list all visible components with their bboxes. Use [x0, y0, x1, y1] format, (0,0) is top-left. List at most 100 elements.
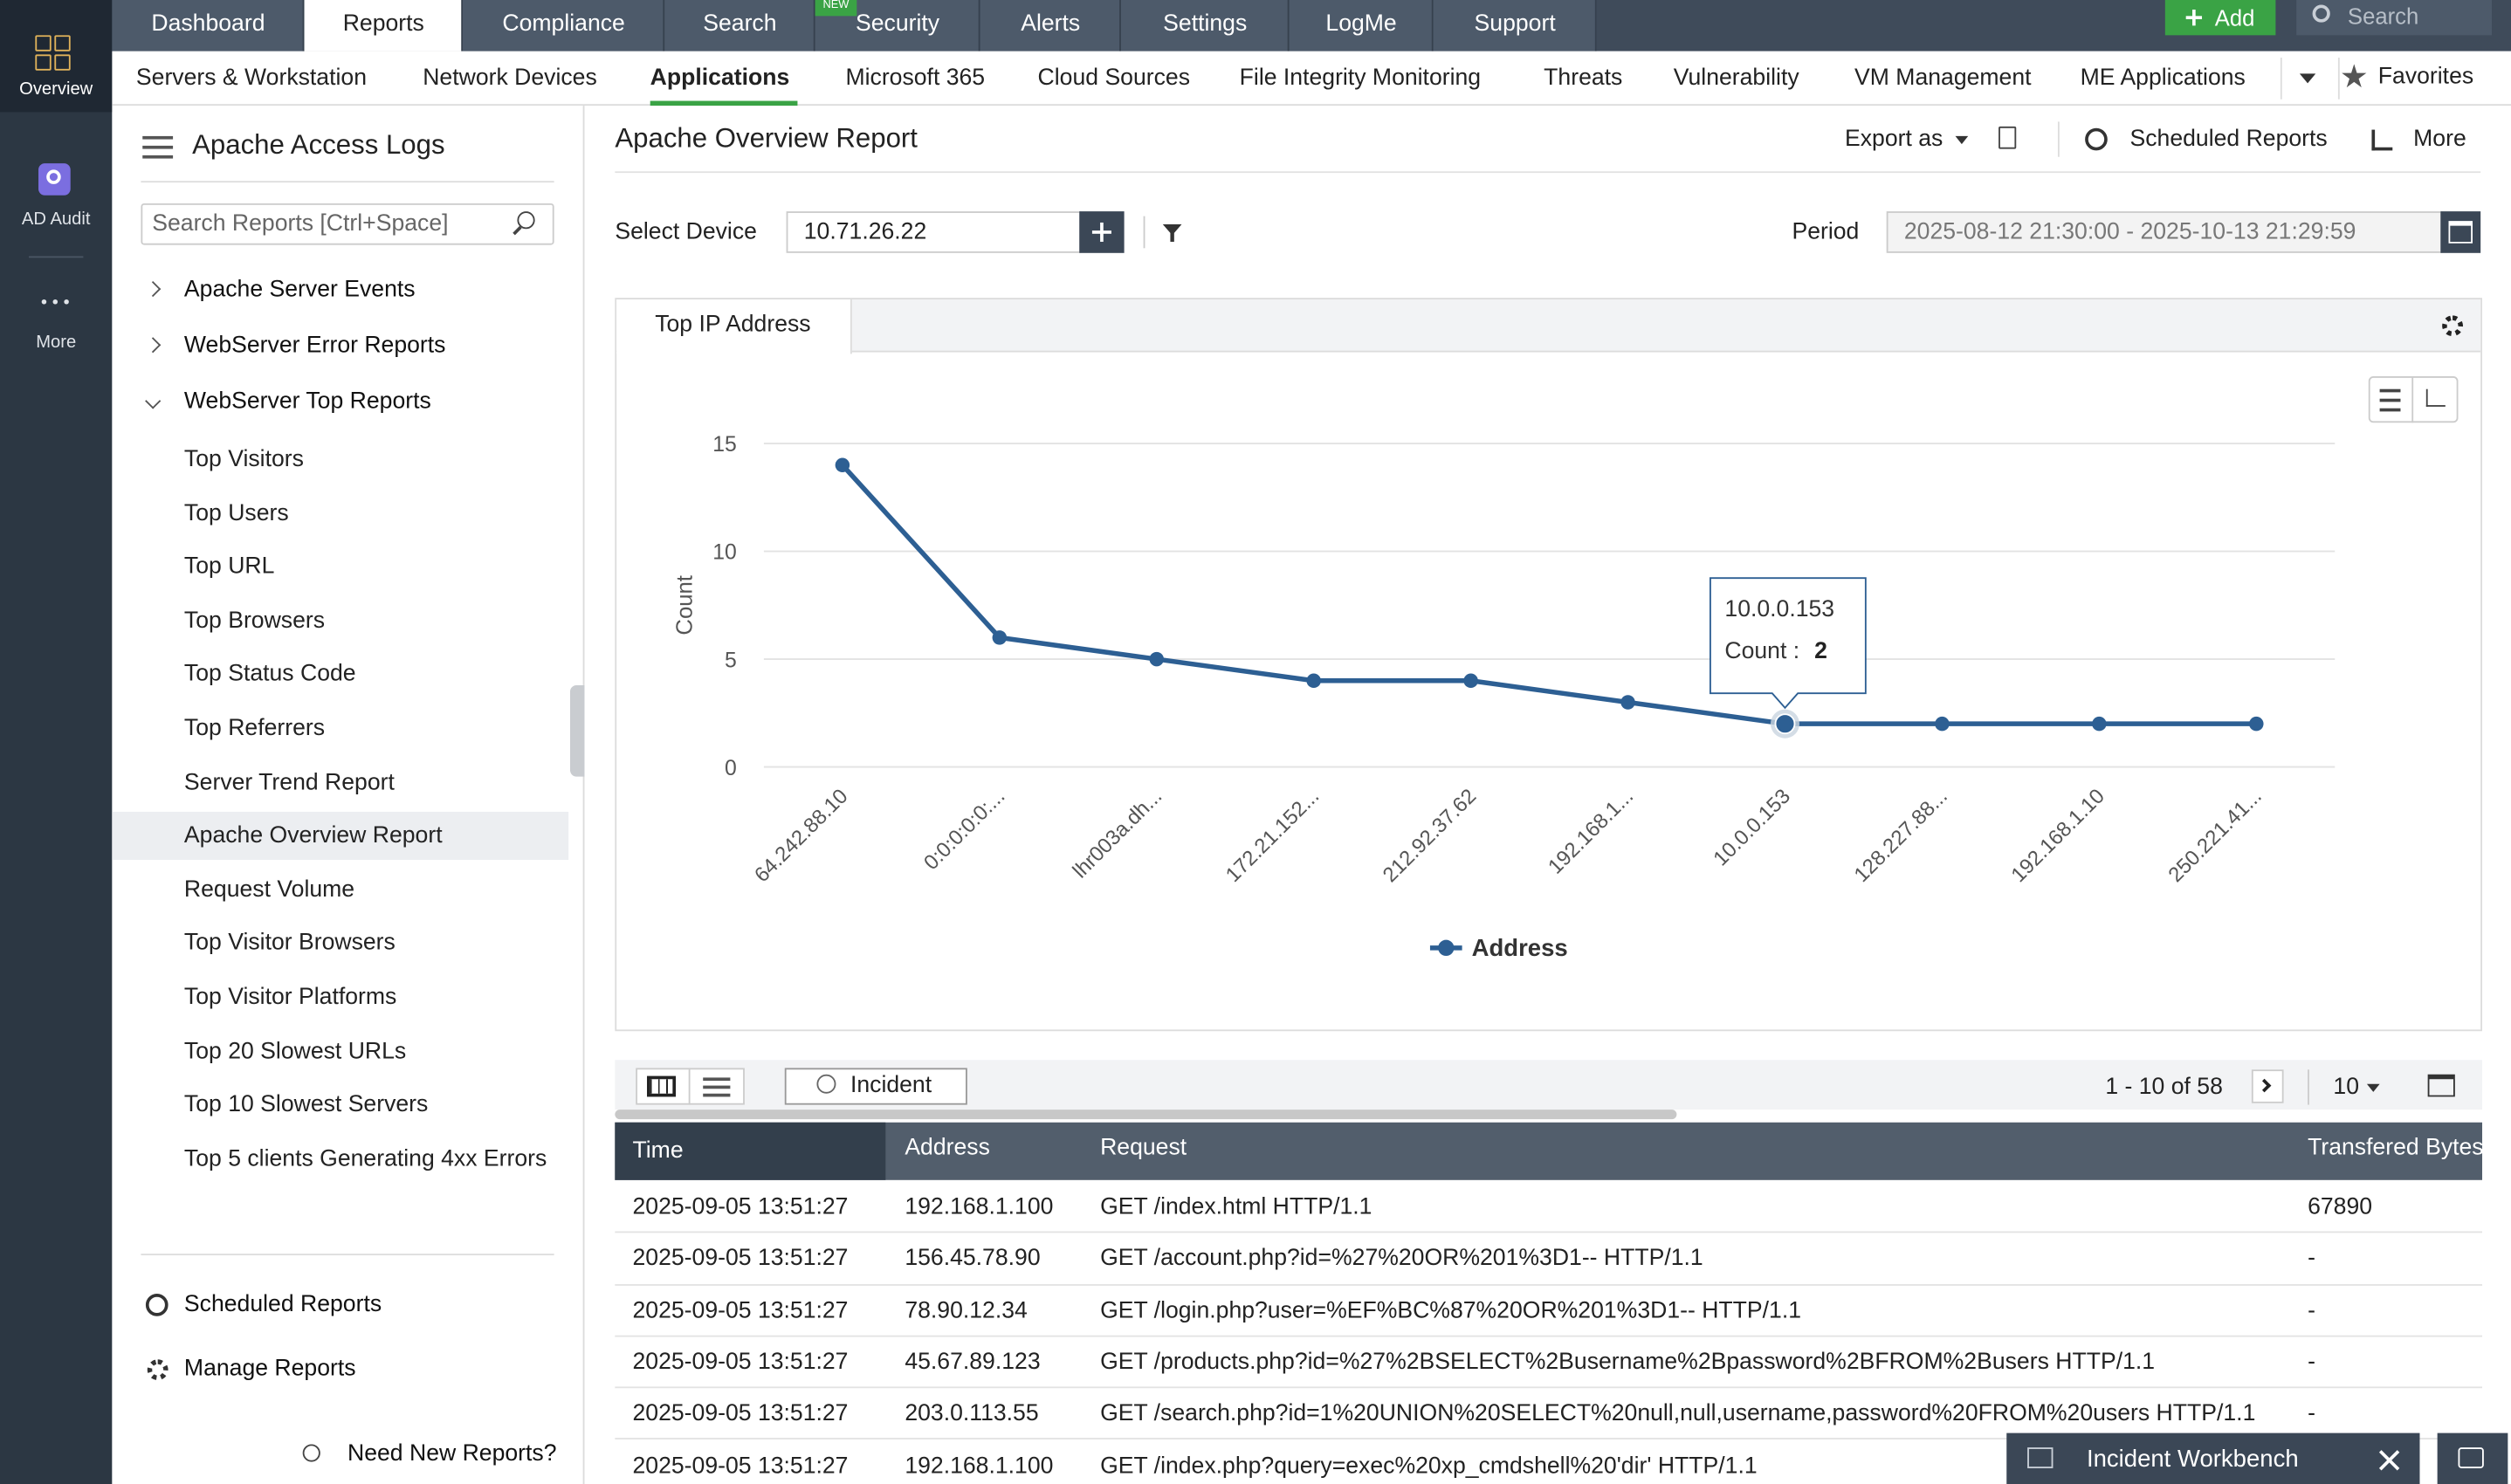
more-button[interactable]: More	[2413, 126, 2466, 153]
sidebar-item[interactable]: Top Visitors	[183, 446, 304, 473]
columns-icon[interactable]	[2427, 1074, 2455, 1097]
dropdown-caret[interactable]	[2299, 73, 2316, 84]
add-button[interactable]	[2164, 0, 2276, 36]
workbench-label[interactable]: Incident Workbench	[2086, 1446, 2299, 1474]
sidebar-item[interactable]: Top Referrers	[183, 715, 326, 742]
nav-tab-label[interactable]: Settings	[1163, 10, 1248, 38]
period-input[interactable]	[1886, 211, 2443, 253]
nav-tab-label[interactable]: Dashboard	[151, 10, 265, 38]
incident-button[interactable]	[784, 1068, 967, 1105]
nav-tab[interactable]	[112, 0, 305, 52]
nav-tab[interactable]	[304, 0, 464, 52]
nav-tab[interactable]	[664, 0, 815, 52]
sidebar-divider	[141, 1254, 554, 1256]
chat-button[interactable]	[2437, 1432, 2508, 1484]
sidebar-footer[interactable]: Need New Reports?	[347, 1440, 557, 1467]
nav-tab-label[interactable]: LogMe	[1325, 10, 1397, 38]
rail-label[interactable]: Overview	[19, 79, 93, 100]
sidebar-footer[interactable]: Scheduled Reports	[183, 1292, 382, 1318]
sidebar-item[interactable]: Top Status Code	[183, 662, 356, 688]
nav-tab-label[interactable]: Compliance	[502, 10, 625, 38]
nav-tab-label[interactable]: Support	[1474, 10, 1556, 38]
panel-tab-label[interactable]: Top IP Address	[655, 312, 811, 339]
page-size[interactable]: 10	[2333, 1074, 2360, 1101]
next-page[interactable]	[2251, 1069, 2284, 1103]
sub-nav-item[interactable]: Threats	[1544, 65, 1623, 92]
sidebar-item[interactable]: Top Users	[183, 500, 289, 526]
table-cell: -	[2308, 1350, 2315, 1376]
calendar-button[interactable]	[2440, 211, 2481, 253]
incident-label[interactable]: Incident	[850, 1072, 932, 1099]
collapse-handle[interactable]	[569, 685, 585, 777]
sidebar-item[interactable]: Top Visitor Platforms	[183, 985, 397, 1011]
sub-nav-item[interactable]: Cloud Sources	[1037, 65, 1191, 92]
sidebar-item[interactable]: Top URL	[183, 553, 275, 581]
sidebar-item[interactable]: Top 10 Slowest Servers	[183, 1092, 429, 1118]
list-line	[703, 1077, 731, 1081]
rail-label[interactable]: AD Audit	[21, 210, 91, 230]
sidebar-group[interactable]: WebServer Error Reports	[183, 333, 446, 359]
sidebar-item[interactable]: Server Trend Report	[183, 769, 395, 795]
sub-nav-item[interactable]: Vulnerability	[1673, 65, 1799, 92]
nav-tab-label[interactable]: Alerts	[1021, 10, 1081, 38]
column-header[interactable]: Address	[905, 1135, 990, 1161]
sub-nav-item[interactable]: VM Management	[1854, 65, 2032, 92]
sidebar-group[interactable]: WebServer Top Reports	[183, 388, 431, 416]
sub-nav-item[interactable]: Microsoft 365	[845, 65, 986, 92]
sidebar-item[interactable]: Top 20 Slowest URLs	[183, 1038, 407, 1064]
panel-gear[interactable]	[2442, 315, 2463, 337]
nav-tab[interactable]	[1289, 0, 1434, 52]
chart-tool-divider	[2411, 376, 2414, 423]
sidebar-item[interactable]: Top Visitor Browsers	[183, 931, 396, 957]
sidebar-footer[interactable]: Manage Reports	[183, 1356, 356, 1382]
sidebar-item[interactable]: Top Browsers	[183, 608, 326, 634]
nav-tab-label[interactable]: Search	[703, 10, 777, 38]
nav-tab[interactable]	[980, 0, 1121, 52]
nav-tab[interactable]	[463, 0, 665, 52]
device-input[interactable]	[786, 211, 1082, 253]
column-header[interactable]: Time	[632, 1138, 684, 1165]
scheduled-button[interactable]: Scheduled Reports	[2129, 126, 2328, 153]
period-value: 2025-08-12 21:30:00 - 2025-10-13 21:29:5…	[1903, 219, 2356, 245]
sidebar-item[interactable]: Apache Overview Report	[183, 823, 443, 849]
nav-tab[interactable]	[1120, 0, 1290, 52]
add-label[interactable]: Add	[2214, 4, 2255, 31]
header-separator	[2057, 121, 2060, 157]
rail	[0, 0, 113, 1484]
sub-nav-item[interactable]: ME Applications	[2080, 65, 2246, 92]
nav-tab[interactable]	[1433, 0, 1597, 52]
sidebar-item[interactable]: Top 5 clients Generating 4xx Errors	[183, 1145, 547, 1172]
nav-tab-label[interactable]: Security	[856, 10, 940, 38]
column-header[interactable]: Transfered Bytes	[2308, 1135, 2484, 1161]
scheduled-icon	[145, 1294, 169, 1316]
table-cell: 2025-09-05 13:51:27	[632, 1350, 849, 1376]
sub-nav-item[interactable]: File Integrity Monitoring	[1239, 65, 1482, 92]
pdf-icon[interactable]	[1998, 126, 2017, 149]
favorites[interactable]: Favorites	[2377, 64, 2474, 90]
sub-nav-item[interactable]: Servers & Workstation	[135, 65, 368, 92]
search-label[interactable]: Search	[2347, 3, 2419, 30]
panel-tabs	[616, 299, 2481, 353]
more-dot	[64, 299, 69, 305]
sidebar-item[interactable]: Request Volume	[183, 876, 355, 903]
table-cell: 192.168.1.100	[905, 1453, 1054, 1479]
sidebar-search[interactable]	[141, 203, 554, 245]
table-cell: 2025-09-05 13:51:27	[632, 1194, 849, 1220]
column-header[interactable]: Request	[1100, 1135, 1187, 1161]
list-line	[703, 1085, 731, 1089]
workbench-bar[interactable]	[2006, 1432, 2420, 1484]
nav-tab-label[interactable]: Reports	[342, 10, 424, 38]
export-button[interactable]: Export as	[1844, 126, 1943, 153]
workbench-icon	[2027, 1447, 2054, 1468]
sub-nav-item[interactable]: Network Devices	[423, 65, 597, 92]
filter-icon[interactable]	[1162, 223, 1182, 242]
sub-nav-underline	[650, 100, 798, 106]
sub-nav-item[interactable]: Applications	[650, 65, 790, 92]
panel-tab-active[interactable]	[616, 299, 852, 354]
table-row	[615, 1389, 2483, 1440]
rail-label[interactable]: More	[36, 333, 77, 353]
table-cell: GET /products.php?id=%27%2BSELECT%2Buser…	[1100, 1350, 2156, 1376]
sidebar-group[interactable]: Apache Server Events	[183, 277, 416, 303]
scrollbar	[615, 1110, 1677, 1120]
